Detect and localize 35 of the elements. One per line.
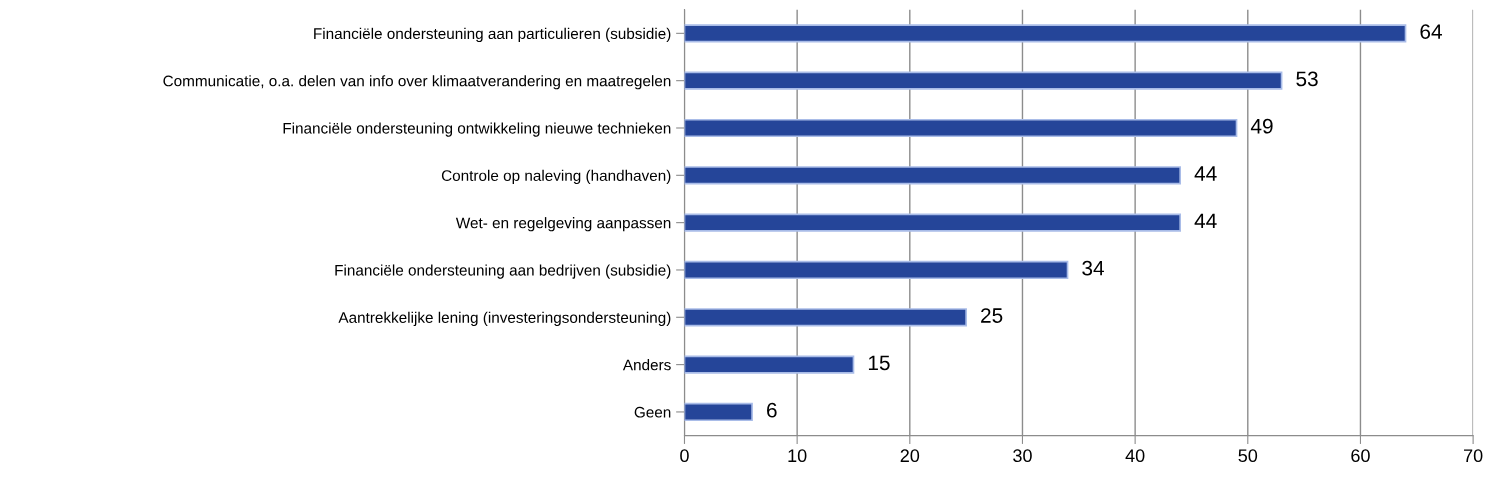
x-tick-label: 0 <box>680 449 689 463</box>
x-tick-label: 40 <box>1125 449 1145 463</box>
data-label: 34 <box>1082 260 1104 276</box>
bar <box>684 24 1407 43</box>
x-tick-label: 10 <box>788 449 807 463</box>
y-tick-label: Financiële ondersteuning aan particulieren (subsidie) <box>314 27 671 43</box>
bar <box>684 308 967 327</box>
y-tick-label: Communicatie, o.a. delen van info over klimaatverandering en maatregelen <box>163 75 671 90</box>
data-label: 44 <box>1194 166 1217 181</box>
data-label: 15 <box>868 355 890 371</box>
x-tick-label: 30 <box>1013 449 1032 463</box>
bar <box>684 213 1182 232</box>
bar <box>684 166 1182 185</box>
y-tick-label: Financiële ondersteuning ontwikkeling nieuwe technieken <box>283 122 671 137</box>
y-tick-label: Anders <box>622 359 671 371</box>
bar <box>684 402 753 422</box>
data-label: 64 <box>1420 24 1442 39</box>
data-label: 53 <box>1296 71 1318 87</box>
x-tick-label: 70 <box>1464 449 1483 463</box>
bar <box>684 260 1069 280</box>
data-label: 6 <box>767 402 777 418</box>
x-tick-label: 50 <box>1238 449 1258 463</box>
y-tick-label: Wet- en regelgeving aanpassen <box>455 217 671 232</box>
bar <box>684 118 1238 138</box>
bar <box>684 355 855 374</box>
x-tick-label: 60 <box>1351 449 1370 463</box>
y-tick-label: Financiële ondersteuning aan bedrijven (subsidie) <box>335 264 671 279</box>
bar <box>684 71 1283 90</box>
data-label: 49 <box>1250 118 1273 134</box>
y-tick-label: Aantrekkelijke lening (investeringsondersteuning) <box>338 311 671 326</box>
y-tick-label: Geen <box>634 406 671 418</box>
data-label: 25 <box>981 308 1003 323</box>
y-tick-label: Controle op naleving (handhaven) <box>441 169 671 185</box>
x-tick-label: 20 <box>900 449 920 463</box>
data-label: 44 <box>1194 213 1217 229</box>
